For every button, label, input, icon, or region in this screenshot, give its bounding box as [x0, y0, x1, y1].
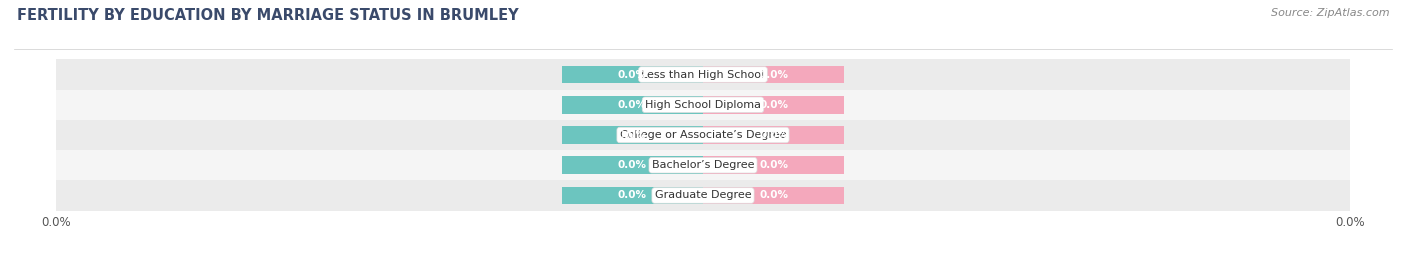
Text: Bachelor’s Degree: Bachelor’s Degree: [652, 160, 754, 170]
Bar: [56, 90, 1350, 120]
Text: College or Associate’s Degree: College or Associate’s Degree: [620, 130, 786, 140]
Text: 0.0%: 0.0%: [759, 130, 787, 140]
Bar: [703, 96, 844, 113]
Bar: [562, 187, 703, 204]
Bar: [703, 187, 844, 204]
Bar: [56, 59, 1350, 90]
Text: 0.0%: 0.0%: [619, 130, 647, 140]
Bar: [703, 157, 844, 174]
Text: 0.0%: 0.0%: [619, 69, 647, 80]
Bar: [56, 120, 1350, 150]
Text: 0.0%: 0.0%: [759, 69, 787, 80]
Text: 0.0%: 0.0%: [619, 190, 647, 201]
Bar: [562, 96, 703, 113]
Text: 0.0%: 0.0%: [759, 100, 787, 110]
Text: Graduate Degree: Graduate Degree: [655, 190, 751, 201]
Text: 0.0%: 0.0%: [759, 190, 787, 201]
Bar: [562, 126, 703, 144]
Bar: [703, 66, 844, 83]
Bar: [56, 180, 1350, 211]
Text: FERTILITY BY EDUCATION BY MARRIAGE STATUS IN BRUMLEY: FERTILITY BY EDUCATION BY MARRIAGE STATU…: [17, 8, 519, 23]
Bar: [56, 150, 1350, 180]
Bar: [562, 157, 703, 174]
Text: 0.0%: 0.0%: [759, 160, 787, 170]
Text: High School Diploma: High School Diploma: [645, 100, 761, 110]
Text: 0.0%: 0.0%: [619, 100, 647, 110]
Bar: [703, 126, 844, 144]
Text: Source: ZipAtlas.com: Source: ZipAtlas.com: [1271, 8, 1389, 18]
Text: 0.0%: 0.0%: [619, 160, 647, 170]
Bar: [562, 66, 703, 83]
Text: Less than High School: Less than High School: [641, 69, 765, 80]
